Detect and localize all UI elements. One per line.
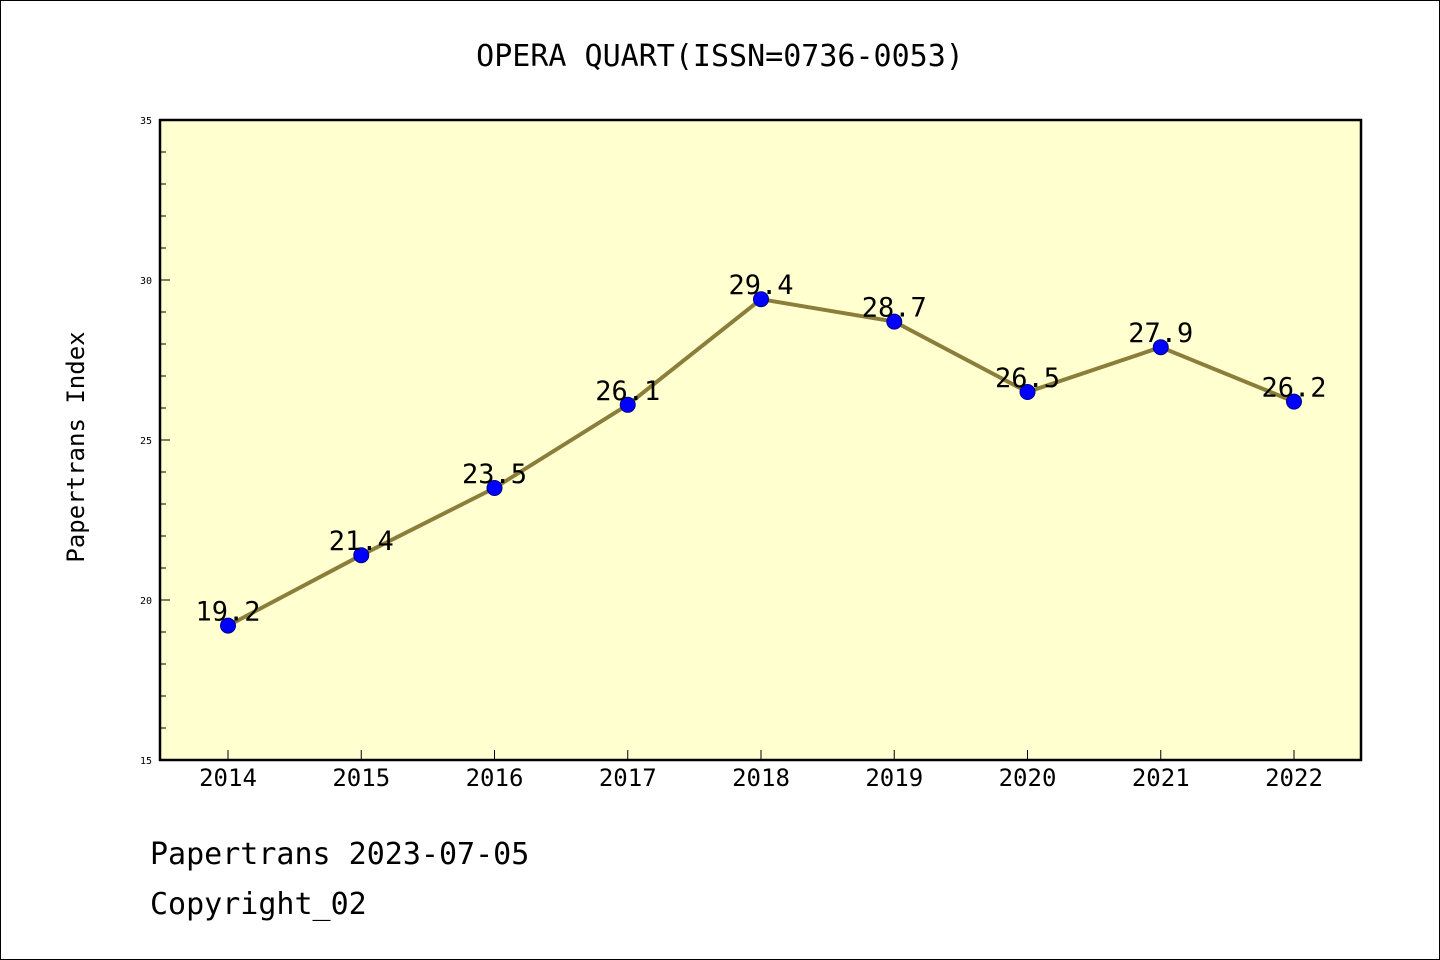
- data-point: [220, 617, 236, 634]
- x-tick-label: 2017: [599, 764, 657, 792]
- footer-copyright: Copyright_02: [150, 887, 367, 922]
- data-label: 28.7: [862, 293, 927, 324]
- data-label: 27.9: [1128, 318, 1193, 349]
- plot-border: [158, 118, 1363, 762]
- x-tick-label: 2021: [1132, 764, 1190, 792]
- x-tick-label: 2022: [1265, 764, 1323, 792]
- y-tick-label: 25: [140, 436, 152, 447]
- data-point: [886, 313, 903, 330]
- x-tick-label: 2014: [199, 764, 257, 792]
- chart-title: OPERA QUART(ISSN=0736-0053): [476, 39, 964, 74]
- data-point: [1152, 339, 1169, 356]
- x-tick-label: 2020: [999, 764, 1057, 792]
- data-point: [1019, 384, 1036, 400]
- data-point: [353, 547, 370, 564]
- data-label: 29.4: [728, 270, 793, 301]
- x-tick-label: 2016: [466, 764, 524, 792]
- footer-date: Papertrans 2023-07-05: [150, 837, 529, 872]
- x-tick-label: 2019: [865, 764, 923, 792]
- y-tick-label: 15: [140, 756, 152, 767]
- y-tick-label: 20: [140, 596, 152, 607]
- data-label: 26.5: [995, 363, 1060, 394]
- x-tick-label: 2015: [332, 764, 390, 792]
- x-tick-label: 2018: [732, 764, 790, 792]
- data-label: 19.2: [195, 597, 260, 628]
- plot-area: [160, 120, 1361, 760]
- data-label: 21.4: [329, 526, 394, 557]
- y-tick-label: 30: [140, 276, 152, 287]
- y-axis-label: Papertrans Index: [62, 331, 90, 562]
- x-axis: 2014 2015 2016 2017 2018 2019 2020 2021 2022: [199, 750, 1323, 792]
- data-labels: 19.2 21.4 23.5 26.1 29.4 28.7 26.5 27.9 26.2: [195, 270, 1326, 627]
- data-label: 26.2: [1261, 373, 1326, 404]
- y-tick-label: 35: [140, 116, 152, 127]
- data-label: 23.5: [462, 459, 527, 490]
- data-point: [753, 291, 769, 308]
- data-label: 26.1: [595, 376, 660, 407]
- data-point: [619, 396, 636, 413]
- data-point: [486, 480, 503, 496]
- series-line: [220, 291, 1302, 634]
- data-point: [1286, 393, 1302, 410]
